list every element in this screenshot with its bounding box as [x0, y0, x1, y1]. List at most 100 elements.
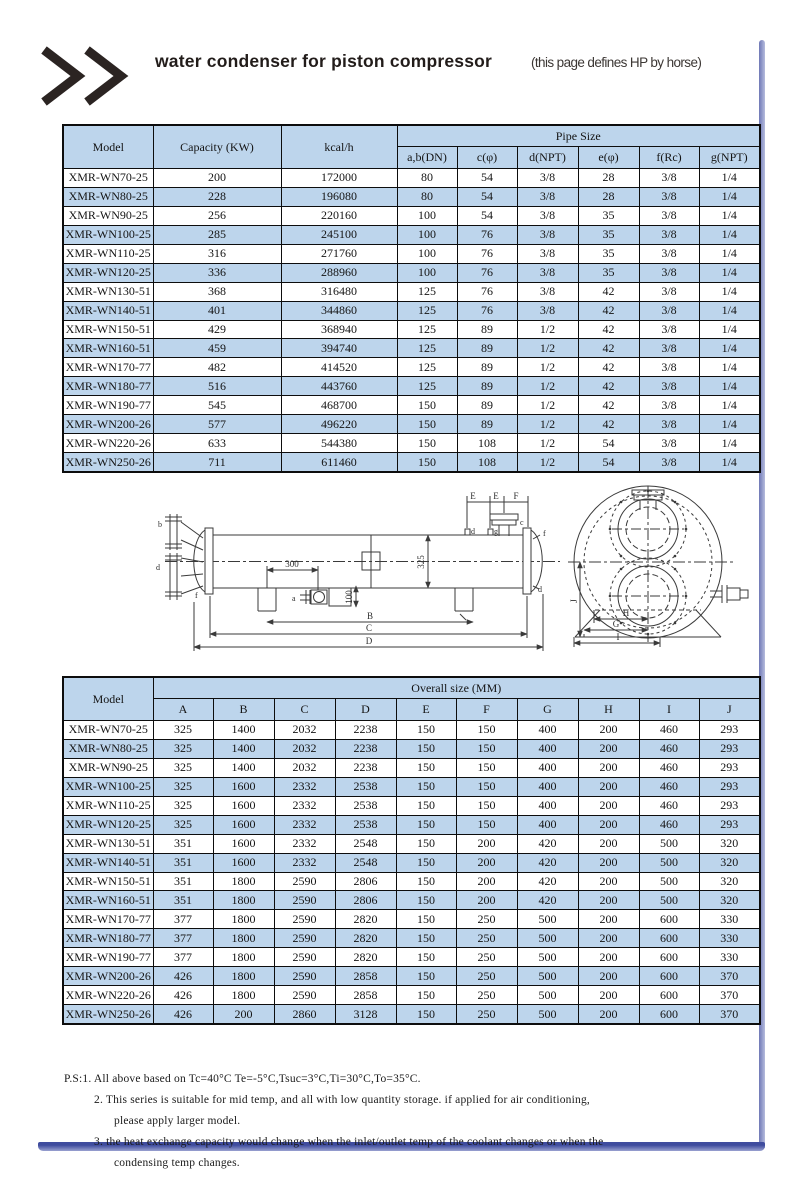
value-cell: 3/8	[638, 338, 700, 359]
model-cell: XMR-WN90-25	[62, 205, 154, 226]
model-cell: XMR-WN120-25	[62, 262, 154, 283]
value-cell: 1800	[212, 947, 275, 968]
table-row: XMR-WN120-25 325 1600 2332 2538 150 150 400 200 4…	[62, 814, 761, 835]
value-cell: 1800	[212, 871, 275, 892]
value-cell: 3/8	[516, 186, 579, 207]
value-cell: 330	[698, 928, 761, 949]
value-cell: 250	[455, 985, 518, 1006]
value-cell: 250	[455, 966, 518, 987]
value-cell: 76	[456, 262, 518, 283]
dim-label-C: C	[366, 623, 372, 633]
value-cell: 426	[152, 1004, 214, 1025]
value-cell: 2538	[334, 795, 397, 816]
dim-label-G: G	[613, 619, 620, 629]
value-cell: 2590	[273, 947, 336, 968]
value-cell: 293	[698, 795, 761, 816]
value-cell: 1/4	[698, 414, 761, 435]
value-cell: 351	[152, 871, 214, 892]
value-cell: 500	[516, 928, 579, 949]
value-cell: 2590	[273, 890, 336, 911]
value-cell: 1400	[212, 757, 275, 778]
value-cell: 2332	[273, 833, 336, 854]
value-cell: 2032	[273, 738, 336, 759]
value-cell: 460	[638, 720, 700, 740]
value-cell: 150	[396, 414, 458, 435]
value-cell: 325	[152, 814, 214, 835]
value-cell: 351	[152, 890, 214, 911]
value-cell: 368	[152, 281, 282, 302]
dim-label-J: J	[569, 599, 579, 603]
chevrons-logo-icon	[41, 46, 129, 106]
col-header-A: A	[152, 698, 214, 721]
value-cell: 1/2	[516, 319, 579, 340]
dim-label-300: 300	[285, 559, 299, 569]
value-cell: 54	[456, 186, 518, 207]
value-cell: 89	[456, 376, 518, 397]
value-cell: 54	[577, 452, 640, 473]
value-cell: 3/8	[516, 281, 579, 302]
model-cell: XMR-WN70-25	[62, 720, 154, 740]
value-cell: 42	[577, 319, 640, 340]
value-cell: 293	[698, 776, 761, 797]
value-cell: 2858	[334, 985, 397, 1006]
col-header-model: Model	[62, 676, 154, 721]
value-cell: 500	[516, 1004, 579, 1025]
model-cell: XMR-WN220-26	[62, 433, 154, 454]
value-cell: 250	[455, 909, 518, 930]
value-cell: 600	[638, 909, 700, 930]
model-cell: XMR-WN130-51	[62, 281, 154, 302]
value-cell: 500	[638, 871, 700, 892]
value-cell: 80	[396, 168, 458, 188]
dim-label-e2: E	[493, 491, 499, 501]
value-cell: 426	[152, 985, 214, 1006]
model-cell: XMR-WN110-25	[62, 243, 154, 264]
model-cell: XMR-WN140-51	[62, 300, 154, 321]
table-row: XMR-WN150-51 351 1800 2590 2806 150 200 420 200 5…	[62, 871, 761, 892]
value-cell: 150	[395, 833, 457, 854]
value-cell: 150	[395, 757, 457, 778]
value-cell: 2806	[334, 871, 397, 892]
value-cell: 2820	[334, 909, 397, 930]
label-f-right: f	[543, 529, 546, 538]
table-row: XMR-WN100-25 325 1600 2332 2538 150 150 400 200 4…	[62, 776, 761, 797]
value-cell: 394740	[280, 338, 398, 359]
model-cell: XMR-WN110-25	[62, 795, 154, 816]
table-row: XMR-WN190-77 377 1800 2590 2820 150 250 500 200 6…	[62, 947, 761, 968]
value-cell: 196080	[280, 186, 398, 207]
value-cell: 426	[152, 966, 214, 987]
table-row: XMR-WN190-77 545 468700 150 89 1/2 42 3/8 1/4	[62, 395, 761, 416]
value-cell: 2238	[334, 738, 397, 759]
note-line: condensing temp changes.	[114, 1157, 240, 1169]
model-cell: XMR-WN140-51	[62, 852, 154, 873]
value-cell: 200	[577, 871, 640, 892]
value-cell: 42	[577, 281, 640, 302]
value-cell: 200	[577, 985, 640, 1006]
value-cell: 35	[577, 243, 640, 264]
value-cell: 150	[395, 909, 457, 930]
value-cell: 2820	[334, 947, 397, 968]
value-cell: 150	[395, 814, 457, 835]
pipe-size-table: Model Capacity (KW) kcal/h Pipe Size a,b…	[62, 124, 761, 473]
value-cell: 351	[152, 833, 214, 854]
model-cell: XMR-WN200-26	[62, 966, 154, 987]
value-cell: 316	[152, 243, 282, 264]
value-cell: 3/8	[638, 224, 700, 245]
value-cell: 3/8	[516, 262, 579, 283]
value-cell: 400	[516, 776, 579, 797]
value-cell: 150	[455, 814, 518, 835]
value-cell: 200	[577, 720, 640, 740]
table-row: XMR-WN110-25 316 271760 100 76 3/8 35 3/8 1/4	[62, 243, 761, 264]
value-cell: 325	[152, 738, 214, 759]
value-cell: 600	[638, 928, 700, 949]
value-cell: 420	[516, 852, 579, 873]
table-row: XMR-WN180-77 377 1800 2590 2820 150 250 500 200 6…	[62, 928, 761, 949]
bolt-dots	[608, 489, 688, 636]
col-header-model: Model	[62, 124, 154, 169]
value-cell: 459	[152, 338, 282, 359]
value-cell: 400	[516, 738, 579, 759]
value-cell: 2538	[334, 776, 397, 797]
col-header-F: F	[455, 698, 518, 721]
value-cell: 1600	[212, 852, 275, 873]
value-cell: 1600	[212, 814, 275, 835]
model-cell: XMR-WN250-26	[62, 1004, 154, 1025]
